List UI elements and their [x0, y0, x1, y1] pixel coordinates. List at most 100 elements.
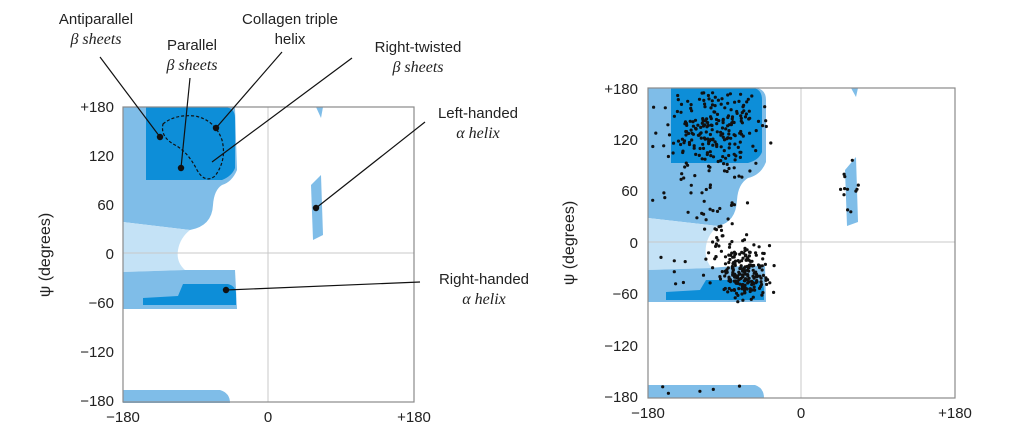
- scatter-point: [729, 203, 734, 207]
- scatter-point: [724, 156, 728, 160]
- scatter-point: [718, 277, 723, 281]
- scatter-point: [756, 119, 761, 123]
- scatter-point: [754, 149, 758, 153]
- scatter-point: [716, 159, 720, 164]
- left-x-tick-180: +180: [397, 409, 431, 426]
- scatter-point: [728, 142, 732, 146]
- scatter-point: [707, 97, 711, 101]
- left-y-tick-180: +180: [80, 99, 114, 116]
- label-right-twisted-line1: Right-twisted: [375, 39, 462, 56]
- scatter-point: [651, 198, 655, 202]
- label-antiparallel-line2: β sheets: [69, 31, 121, 48]
- scatter-point: [721, 135, 725, 139]
- scatter-point: [746, 97, 750, 101]
- scatter-point: [725, 137, 729, 141]
- scatter-point: [713, 110, 717, 114]
- right-x-tick-180: +180: [938, 405, 972, 422]
- scatter-point: [733, 134, 737, 138]
- label-right-handed-line2: α helix: [462, 291, 506, 308]
- scatter-point: [732, 152, 736, 156]
- scatter-point: [721, 121, 725, 125]
- scatter-point: [701, 117, 705, 121]
- scatter-point: [667, 133, 672, 137]
- scatter-point: [675, 109, 680, 114]
- scatter-point: [699, 136, 703, 140]
- scatter-point: [736, 293, 740, 297]
- right-plot-frame: [647, 87, 956, 399]
- scatter-point: [681, 280, 686, 285]
- scatter-point: [741, 298, 745, 302]
- scatter-point: [772, 290, 776, 294]
- left-favored-alpha-region: [143, 284, 236, 305]
- scatter-point: [715, 130, 719, 134]
- scatter-point: [689, 106, 693, 110]
- left-x-tick-neg180: −180: [106, 409, 140, 426]
- label-parallel-line2: β sheets: [165, 57, 217, 74]
- scatter-point: [711, 138, 715, 142]
- scatter-point: [662, 144, 666, 148]
- scatter-point: [691, 132, 696, 136]
- scatter-point: [768, 281, 772, 285]
- scatter-point: [727, 260, 731, 265]
- scatter-point: [759, 276, 763, 280]
- label-antiparallel-line1: Antiparallel: [59, 11, 133, 28]
- scatter-point: [680, 137, 685, 141]
- scatter-point: [681, 150, 685, 155]
- scatter-point: [701, 273, 706, 277]
- leader-right-twisted: [211, 57, 353, 163]
- scatter-point: [731, 273, 735, 277]
- scatter-point: [761, 273, 766, 277]
- scatter-point: [679, 142, 683, 147]
- scatter-point: [722, 162, 726, 166]
- scatter-point: [666, 391, 671, 395]
- scatter-point: [740, 259, 744, 263]
- scatter-point: [698, 132, 702, 136]
- scatter-point: [706, 93, 711, 98]
- scatter-point: [727, 123, 732, 127]
- left-y-tick-neg180: −180: [80, 393, 114, 410]
- scatter-point: [730, 121, 734, 125]
- scatter-point: [745, 201, 750, 205]
- scatter-point: [708, 150, 712, 154]
- right-y-tick-60: 60: [621, 183, 638, 200]
- scatter-point: [705, 125, 709, 129]
- scatter-point: [723, 106, 727, 110]
- scatter-point: [700, 157, 704, 161]
- scatter-point: [760, 268, 764, 272]
- leader-antiparallel: [99, 56, 161, 138]
- right-allowed-top-tip: [851, 88, 858, 97]
- scatter-point: [769, 141, 773, 145]
- scatter-point: [748, 289, 752, 294]
- scatter-point: [714, 117, 719, 122]
- scatter-point: [715, 122, 719, 126]
- scatter-point: [728, 92, 733, 96]
- scatter-point: [682, 141, 686, 145]
- scatter-point: [703, 157, 707, 161]
- scatter-point: [707, 169, 711, 173]
- scatter-point: [724, 127, 728, 131]
- scatter-point: [742, 109, 746, 113]
- scatter-point: [726, 93, 730, 97]
- left-allowed-top-tip: [316, 107, 323, 118]
- scatter-point: [842, 193, 846, 197]
- scatter-point: [745, 258, 749, 262]
- scatter-point: [732, 203, 737, 207]
- scatter-point: [721, 155, 725, 159]
- scatter-point: [687, 142, 692, 147]
- scatter-point: [701, 142, 705, 146]
- scatter-point: [737, 174, 741, 178]
- scatter-point: [682, 176, 686, 180]
- scatter-point: [689, 103, 693, 107]
- scatter-point: [727, 132, 731, 136]
- scatter-point: [713, 140, 717, 144]
- scatter-point: [846, 208, 850, 212]
- right-y-tick-120: 120: [613, 132, 638, 149]
- anchor-right-handed: [222, 286, 230, 294]
- scatter-point: [711, 387, 715, 391]
- scatter-point: [747, 250, 752, 254]
- scatter-point: [698, 389, 702, 393]
- left-allowed-bottom-strip: [123, 390, 230, 403]
- scatter-point: [720, 126, 725, 130]
- scatter-point: [730, 201, 734, 205]
